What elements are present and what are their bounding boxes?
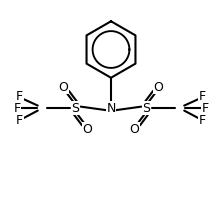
Text: F: F bbox=[16, 90, 23, 103]
Text: F: F bbox=[202, 102, 209, 115]
Text: S: S bbox=[143, 102, 151, 115]
Text: N: N bbox=[106, 102, 116, 115]
Text: O: O bbox=[59, 81, 68, 94]
Text: O: O bbox=[82, 123, 92, 135]
Text: O: O bbox=[154, 81, 163, 94]
Text: F: F bbox=[13, 102, 20, 115]
Text: F: F bbox=[199, 114, 206, 127]
Text: F: F bbox=[199, 90, 206, 103]
Text: F: F bbox=[16, 114, 23, 127]
Text: O: O bbox=[130, 123, 140, 135]
Text: S: S bbox=[71, 102, 79, 115]
